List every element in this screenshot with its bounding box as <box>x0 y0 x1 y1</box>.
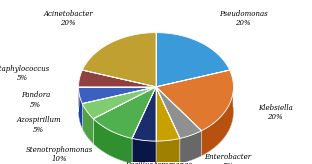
Polygon shape <box>93 119 132 164</box>
Polygon shape <box>82 87 156 129</box>
Text: Acinetobacter
20%: Acinetobacter 20% <box>43 10 93 27</box>
Polygon shape <box>93 87 156 144</box>
Polygon shape <box>132 138 156 164</box>
Text: Bacillus
5%: Bacillus 5% <box>125 161 153 164</box>
Polygon shape <box>156 138 180 164</box>
Polygon shape <box>132 87 156 164</box>
Text: Pseudomonas
20%: Pseudomonas 20% <box>219 10 268 27</box>
Polygon shape <box>82 87 156 119</box>
Polygon shape <box>93 87 156 138</box>
Polygon shape <box>132 138 156 164</box>
Polygon shape <box>156 87 180 141</box>
Polygon shape <box>79 87 156 112</box>
Polygon shape <box>132 87 156 164</box>
Polygon shape <box>156 70 233 131</box>
Polygon shape <box>93 119 132 164</box>
Polygon shape <box>156 87 202 156</box>
Polygon shape <box>79 70 156 87</box>
Polygon shape <box>79 87 82 129</box>
Text: Azospirillum
5%: Azospirillum 5% <box>16 116 61 134</box>
Polygon shape <box>156 87 202 156</box>
Text: Klebsiella
20%: Klebsiella 20% <box>258 104 292 121</box>
Polygon shape <box>82 33 156 87</box>
Text: Enterobacter
5%: Enterobacter 5% <box>205 153 252 164</box>
Text: Pandora
5%: Pandora 5% <box>21 91 51 109</box>
Text: Stenotrophomonas
10%: Stenotrophomonas 10% <box>26 146 93 164</box>
Polygon shape <box>180 131 202 164</box>
Polygon shape <box>156 138 180 164</box>
Polygon shape <box>156 33 230 87</box>
Polygon shape <box>79 58 233 164</box>
Polygon shape <box>79 87 156 104</box>
Polygon shape <box>79 87 82 129</box>
Polygon shape <box>132 87 156 141</box>
Polygon shape <box>82 104 93 144</box>
Polygon shape <box>93 87 156 144</box>
Polygon shape <box>82 104 93 144</box>
Polygon shape <box>180 131 202 164</box>
Polygon shape <box>79 87 156 112</box>
Text: Staphylococcus
5%: Staphylococcus 5% <box>0 65 51 82</box>
Polygon shape <box>82 87 156 129</box>
Polygon shape <box>202 81 233 156</box>
Polygon shape <box>156 87 180 164</box>
Polygon shape <box>202 81 233 156</box>
Polygon shape <box>156 87 202 138</box>
Polygon shape <box>156 87 180 164</box>
Text: Aeromonas
5%: Aeromonas 5% <box>153 161 193 164</box>
